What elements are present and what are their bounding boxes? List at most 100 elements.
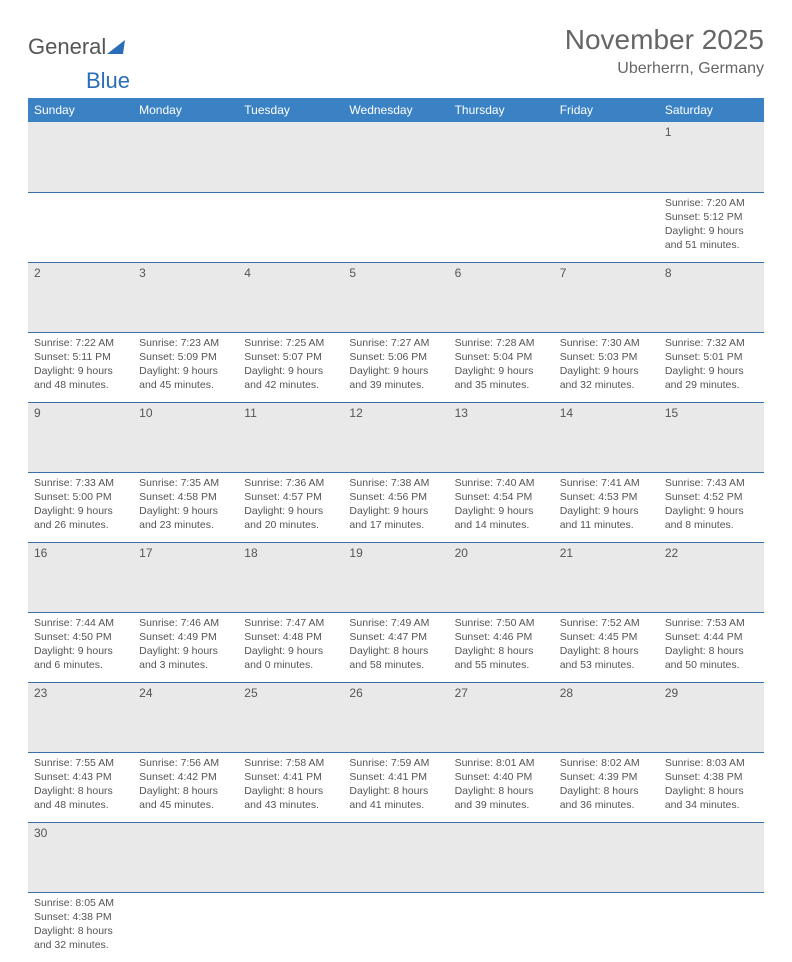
d1-line: Daylight: 8 hours [665,644,758,658]
sunrise-line: Sunrise: 7:22 AM [34,336,127,350]
sunrise-line: Sunrise: 7:23 AM [139,336,232,350]
d1-line: Daylight: 9 hours [34,364,127,378]
sunrise-line: Sunrise: 7:44 AM [34,616,127,630]
sunrise-line: Sunrise: 7:53 AM [665,616,758,630]
sunrise-line: Sunrise: 7:56 AM [139,756,232,770]
day-number: 20 [449,542,554,612]
day-number [343,122,448,192]
sunrise-line: Sunrise: 7:58 AM [244,756,337,770]
day-details: Sunrise: 7:28 AMSunset: 5:04 PMDaylight:… [455,336,548,393]
d1-line: Daylight: 8 hours [560,644,653,658]
d2-line: and 58 minutes. [349,658,442,672]
sunrise-line: Sunrise: 7:28 AM [455,336,548,350]
day-number [449,822,554,892]
day-number: 3 [133,262,238,332]
day-cell: Sunrise: 7:40 AMSunset: 4:54 PMDaylight:… [449,472,554,542]
d2-line: and 32 minutes. [34,938,127,952]
sunrise-line: Sunrise: 7:36 AM [244,476,337,490]
day-cell [28,192,133,262]
day-number: 7 [554,262,659,332]
sunset-line: Sunset: 5:00 PM [34,490,127,504]
day-details: Sunrise: 7:53 AMSunset: 4:44 PMDaylight:… [665,616,758,673]
weekday-header: Friday [554,98,659,122]
day-details: Sunrise: 7:36 AMSunset: 4:57 PMDaylight:… [244,476,337,533]
sunset-line: Sunset: 5:04 PM [455,350,548,364]
d1-line: Daylight: 8 hours [455,784,548,798]
day-number: 9 [28,402,133,472]
day-number: 6 [449,262,554,332]
d2-line: and 45 minutes. [139,798,232,812]
d2-line: and 34 minutes. [665,798,758,812]
sunset-line: Sunset: 5:09 PM [139,350,232,364]
day-number: 23 [28,682,133,752]
sunrise-line: Sunrise: 7:20 AM [665,196,758,210]
day-cell [659,892,764,962]
d1-line: Daylight: 9 hours [244,504,337,518]
sunrise-line: Sunrise: 7:35 AM [139,476,232,490]
day-cell [554,192,659,262]
sunset-line: Sunset: 4:56 PM [349,490,442,504]
day-number [449,122,554,192]
day-details: Sunrise: 8:03 AMSunset: 4:38 PMDaylight:… [665,756,758,813]
d2-line: and 29 minutes. [665,378,758,392]
sunrise-line: Sunrise: 8:01 AM [455,756,548,770]
day-number: 15 [659,402,764,472]
weekday-header: Thursday [449,98,554,122]
day-cell: Sunrise: 7:27 AMSunset: 5:06 PMDaylight:… [343,332,448,402]
d2-line: and 17 minutes. [349,518,442,532]
logo-sail-icon [107,40,125,54]
d2-line: and 51 minutes. [665,238,758,252]
day-cell: Sunrise: 7:56 AMSunset: 4:42 PMDaylight:… [133,752,238,822]
day-details: Sunrise: 7:58 AMSunset: 4:41 PMDaylight:… [244,756,337,813]
day-cell: Sunrise: 8:02 AMSunset: 4:39 PMDaylight:… [554,752,659,822]
week-row: Sunrise: 7:33 AMSunset: 5:00 PMDaylight:… [28,472,764,542]
day-cell: Sunrise: 7:50 AMSunset: 4:46 PMDaylight:… [449,612,554,682]
sunset-line: Sunset: 5:01 PM [665,350,758,364]
day-details: Sunrise: 8:05 AMSunset: 4:38 PMDaylight:… [34,896,127,953]
d1-line: Daylight: 8 hours [244,784,337,798]
day-number [554,122,659,192]
day-cell: Sunrise: 7:20 AMSunset: 5:12 PMDaylight:… [659,192,764,262]
weekday-header: Tuesday [238,98,343,122]
logo-text-2-wrap: Blue [86,68,792,94]
day-details: Sunrise: 7:55 AMSunset: 4:43 PMDaylight:… [34,756,127,813]
day-details: Sunrise: 7:49 AMSunset: 4:47 PMDaylight:… [349,616,442,673]
sunrise-line: Sunrise: 7:40 AM [455,476,548,490]
sunset-line: Sunset: 4:52 PM [665,490,758,504]
d1-line: Daylight: 9 hours [244,364,337,378]
logo: General [28,24,126,60]
day-number: 16 [28,542,133,612]
sunset-line: Sunset: 4:58 PM [139,490,232,504]
sunrise-line: Sunrise: 7:38 AM [349,476,442,490]
day-number: 24 [133,682,238,752]
sunset-line: Sunset: 4:41 PM [349,770,442,784]
d1-line: Daylight: 9 hours [34,504,127,518]
sunrise-line: Sunrise: 8:02 AM [560,756,653,770]
sunrise-line: Sunrise: 7:50 AM [455,616,548,630]
day-number [554,822,659,892]
weekday-header: Sunday [28,98,133,122]
day-details: Sunrise: 7:50 AMSunset: 4:46 PMDaylight:… [455,616,548,673]
day-number-row: 9101112131415 [28,402,764,472]
sunset-line: Sunset: 5:03 PM [560,350,653,364]
day-cell: Sunrise: 7:44 AMSunset: 4:50 PMDaylight:… [28,612,133,682]
weekday-header: Saturday [659,98,764,122]
day-cell: Sunrise: 7:30 AMSunset: 5:03 PMDaylight:… [554,332,659,402]
day-number [238,122,343,192]
day-number [659,822,764,892]
sunset-line: Sunset: 4:49 PM [139,630,232,644]
day-cell: Sunrise: 7:49 AMSunset: 4:47 PMDaylight:… [343,612,448,682]
day-number: 10 [133,402,238,472]
d2-line: and 42 minutes. [244,378,337,392]
day-details: Sunrise: 7:20 AMSunset: 5:12 PMDaylight:… [665,196,758,253]
d2-line: and 55 minutes. [455,658,548,672]
calendar-table: Sunday Monday Tuesday Wednesday Thursday… [28,98,764,962]
d1-line: Daylight: 8 hours [349,644,442,658]
sunset-line: Sunset: 4:54 PM [455,490,548,504]
sunrise-line: Sunrise: 7:41 AM [560,476,653,490]
d1-line: Daylight: 8 hours [665,784,758,798]
sunrise-line: Sunrise: 7:32 AM [665,336,758,350]
day-number [238,822,343,892]
sunset-line: Sunset: 5:11 PM [34,350,127,364]
weekday-header: Wednesday [343,98,448,122]
